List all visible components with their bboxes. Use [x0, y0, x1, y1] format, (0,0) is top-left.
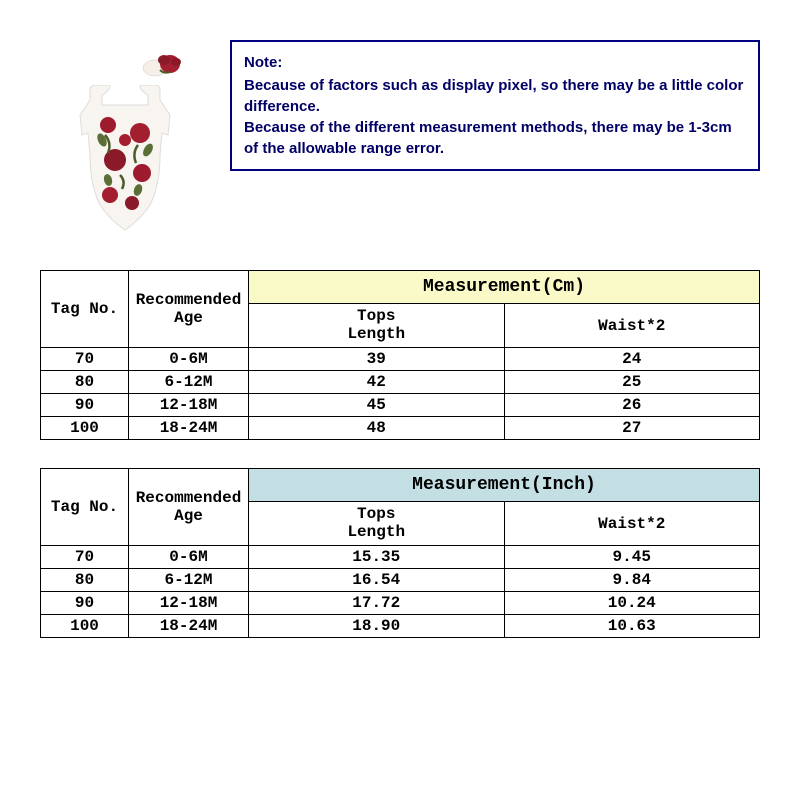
note-box: Note: Because of factors such as display…: [230, 40, 760, 171]
note-title: Note:: [244, 52, 746, 73]
table-row: 10018-24M4827: [41, 417, 760, 440]
table-row: 806-12M16.549.84: [41, 569, 760, 592]
inch-tag-header: Tag No.: [41, 469, 129, 546]
table-row: 10018-24M18.9010.63: [41, 615, 760, 638]
table-row: 806-12M4225: [41, 371, 760, 394]
cm-age-header: Recommended Age: [129, 271, 249, 348]
inch-tops-header: TopsLength: [249, 502, 505, 546]
note-line1: Because of factors such as display pixel…: [244, 75, 746, 117]
inch-table: Tag No. Recommended Age Measurement(Inch…: [40, 468, 760, 638]
headband-icon: [140, 50, 190, 78]
romper-icon: [60, 85, 190, 235]
inch-waist-header: Waist*2: [504, 502, 760, 546]
cm-tops-header: TopsLength: [249, 304, 505, 348]
table-row: 9012-18M17.7210.24: [41, 592, 760, 615]
table-row: 700-6M3924: [41, 348, 760, 371]
inch-age-header: Recommended Age: [129, 469, 249, 546]
cm-measurement-header: Measurement(Cm): [249, 271, 760, 304]
table-row: 700-6M15.359.45: [41, 546, 760, 569]
table-row: 9012-18M4526: [41, 394, 760, 417]
cm-waist-header: Waist*2: [504, 304, 760, 348]
note-line2: Because of the different measurement met…: [244, 117, 746, 159]
cm-table: Tag No. Recommended Age Measurement(Cm) …: [40, 270, 760, 440]
cm-tag-header: Tag No.: [41, 271, 129, 348]
top-row: Note: Because of factors such as display…: [40, 40, 760, 240]
inch-measurement-header: Measurement(Inch): [249, 469, 760, 502]
product-image: [40, 40, 210, 240]
